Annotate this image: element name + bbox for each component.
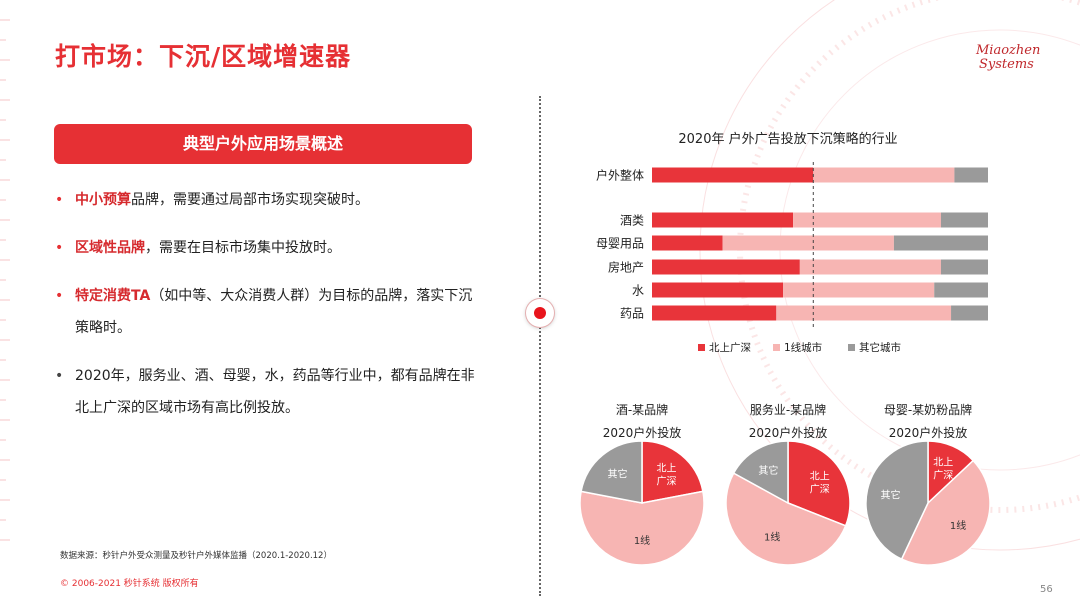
target-marker-icon: [526, 299, 554, 327]
pie-subtitle: 2020户外投放: [603, 425, 682, 440]
pie-slice-label: 其它: [758, 464, 778, 477]
bar-segment: [783, 282, 935, 298]
pie-slice: [732, 440, 789, 505]
bar-segment: [652, 305, 777, 321]
pie-title: 母婴-某奶粉品牌: [884, 403, 972, 417]
pie-slice-label: 北上: [657, 462, 677, 474]
bullet-dot-icon: •: [55, 288, 64, 304]
pie-slice: [900, 459, 991, 566]
pie-title: 酒-某品牌: [616, 403, 668, 417]
pie-slice: [580, 440, 643, 504]
bullet-dot-icon: •: [55, 240, 64, 256]
bullet-text: ，需要在目标市场集中投放时。: [145, 240, 341, 256]
bullet-dot-icon: •: [55, 368, 64, 384]
bar-segment: [799, 259, 941, 275]
bar-segment: [951, 305, 988, 321]
bar-segment: [652, 235, 723, 251]
bar-segment: [652, 167, 814, 183]
category-label: 酒类: [620, 214, 644, 228]
logo-line-1: Miaozhen: [976, 43, 1041, 58]
bullet-text: 品牌，需要通过局部市场实现突破时。: [131, 192, 369, 208]
legend-label: 其它城市: [859, 341, 901, 352]
bar-segment: [793, 212, 941, 228]
pie-title: 服务业-某品牌: [750, 402, 826, 417]
bullet-text: 2020年，服务业、酒、母婴，水，药品等行业中，都有品牌在非北上广深的区域市场有…: [75, 368, 475, 416]
data-source-note: 数据来源：秒针户外受众测量及秒针户外媒体监播（2020.1-2020.12）: [60, 551, 332, 561]
category-label: 户外整体: [596, 168, 644, 183]
bar-segment: [722, 235, 894, 251]
bullet-highlight: 区域性品牌: [75, 240, 145, 256]
pie-slice-label: 广深: [810, 483, 830, 495]
bar-segment: [652, 282, 784, 298]
page-number: 56: [1040, 584, 1053, 595]
pie-slice-label: 北上: [810, 470, 830, 482]
page-title: 打市场：下沉/区域增速器: [55, 42, 352, 71]
bullet-item: • 中小预算品牌，需要通过局部市场实现突破时。: [55, 184, 485, 216]
bar-segment: [934, 282, 988, 298]
target-core: [534, 307, 546, 319]
bullet-text: （如中等、大众消费人群）为目标的品牌，落实下沉策略时。: [75, 288, 473, 336]
pie-subtitle: 2020户外投放: [749, 425, 828, 440]
bar-segment: [954, 167, 988, 183]
pie-slice-label: 1线: [764, 531, 780, 544]
pie-slice: [787, 440, 851, 527]
bar-segment: [893, 235, 988, 251]
legend-label: 1线城市: [784, 341, 822, 352]
bullet-item: • 2020年，服务业、酒、母婴，水，药品等行业中，都有品牌在非北上广深的区域市…: [55, 360, 485, 424]
bar-segment: [940, 259, 988, 275]
bullet-dot-icon: •: [55, 192, 64, 208]
bar-segment: [813, 167, 955, 183]
bullet-item: • 区域性品牌，需要在目标市场集中投放时。: [55, 232, 485, 264]
pie-slice: [725, 472, 847, 566]
pie-slice-label: 广深: [933, 470, 953, 482]
category-label: 房地产: [608, 260, 644, 275]
legend-label: 北上广深: [709, 342, 751, 352]
bar-segment: [652, 212, 794, 228]
legend-swatch: [698, 344, 705, 351]
bar-segment: [776, 305, 952, 321]
section-divider: [539, 96, 541, 596]
category-label: 母婴用品: [596, 237, 644, 251]
pie-slice-label: 1线: [634, 534, 650, 547]
bullet-item: • 特定消费TA（如中等、大众消费人群）为目标的品牌，落实下沉策略时。: [55, 280, 485, 344]
pie-slice-label: 1线: [950, 519, 966, 532]
legend-swatch: [848, 344, 855, 351]
pie-slice: [579, 490, 705, 566]
left-ruler-decoration: [0, 19, 10, 541]
chart-title: 2020年 户外广告投放下沉策略的行业: [678, 131, 897, 147]
bullet-highlight: 中小预算: [75, 192, 131, 208]
pie-slice-label: 广深: [657, 475, 677, 487]
bullet-list: • 中小预算品牌，需要通过局部市场实现突破时。 • 区域性品牌，需要在目标市场集…: [55, 184, 485, 440]
pie-slice: [641, 440, 704, 504]
copyright-text: © 2006-2021 秒针系统 版权所有: [60, 579, 199, 589]
section-banner: 典型户外应用场景概述: [54, 124, 472, 164]
logo-line-2: Systems: [979, 57, 1034, 72]
pie-slice-label: 北上: [933, 457, 953, 469]
bar-segment: [652, 259, 800, 275]
pie-slice-label: 其它: [607, 467, 627, 480]
category-label: 药品: [620, 307, 644, 321]
bullet-highlight: 特定消费TA: [75, 288, 151, 304]
pie-slice: [865, 440, 929, 561]
pie-subtitle: 2020户外投放: [889, 425, 968, 440]
bar-segment: [940, 212, 988, 228]
miaozhen-logo: Miaozhen Systems: [976, 44, 1040, 72]
legend-swatch: [773, 344, 780, 351]
category-label: 水: [632, 284, 644, 298]
pie-slice-label: 其它: [880, 489, 900, 502]
